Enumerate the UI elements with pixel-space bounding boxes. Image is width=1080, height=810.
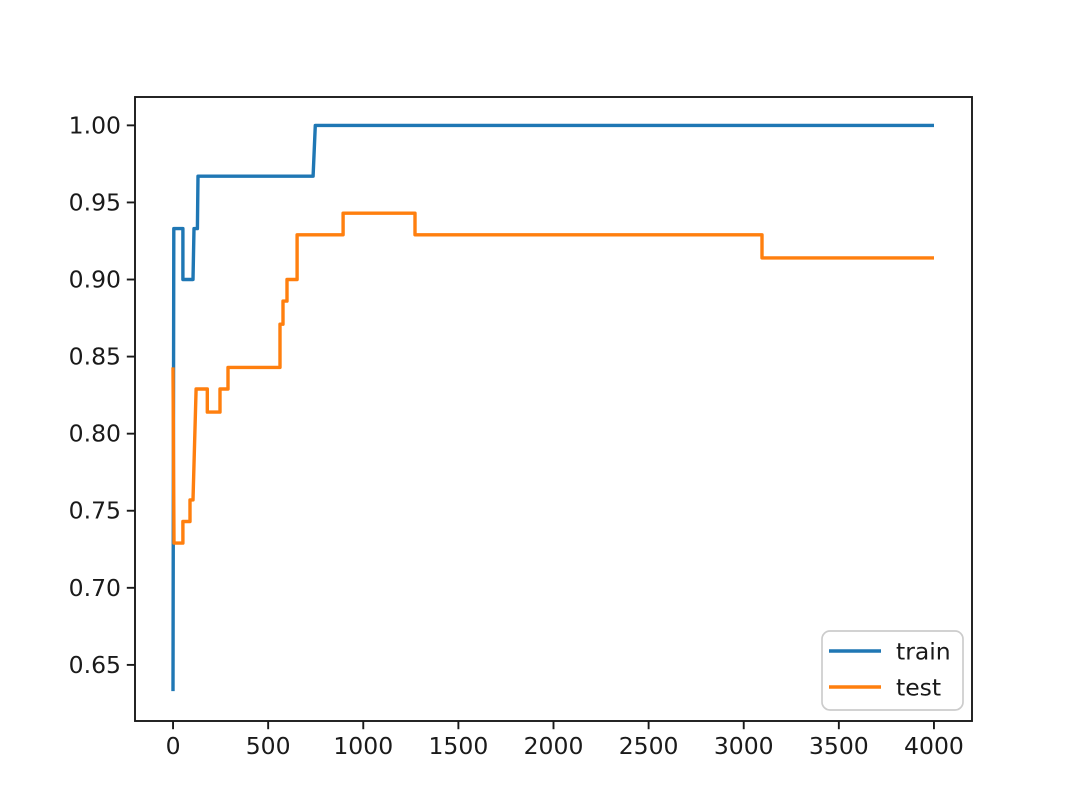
legend-label-test: test — [896, 674, 941, 702]
plot-frame — [134, 96, 973, 722]
x-tick-label: 3500 — [809, 732, 869, 760]
train-line — [171, 123, 934, 692]
x-tick-label: 3000 — [714, 732, 774, 760]
y-tick-label: 0.85 — [69, 343, 121, 371]
x-tick-label: 1000 — [333, 732, 393, 760]
y-tick-label: 0.65 — [69, 651, 121, 679]
legend-label-train: train — [896, 638, 951, 666]
x-tick-label: 2500 — [619, 732, 679, 760]
x-tick-label: 500 — [246, 732, 291, 760]
x-tick-label: 1500 — [428, 732, 488, 760]
y-tick-label: 0.80 — [69, 420, 121, 448]
y-tick-label: 0.90 — [69, 266, 121, 294]
test-line — [171, 211, 934, 545]
x-tick-label: 4000 — [904, 732, 964, 760]
x-tick-label: 2000 — [524, 732, 584, 760]
y-tick-label: 1.00 — [69, 111, 121, 139]
y-tick-label: 0.70 — [69, 574, 121, 602]
y-tick-label: 0.75 — [69, 497, 121, 525]
y-tick-label: 0.95 — [69, 188, 121, 216]
x-tick-label: 0 — [166, 732, 181, 760]
legend: train test — [821, 630, 964, 711]
